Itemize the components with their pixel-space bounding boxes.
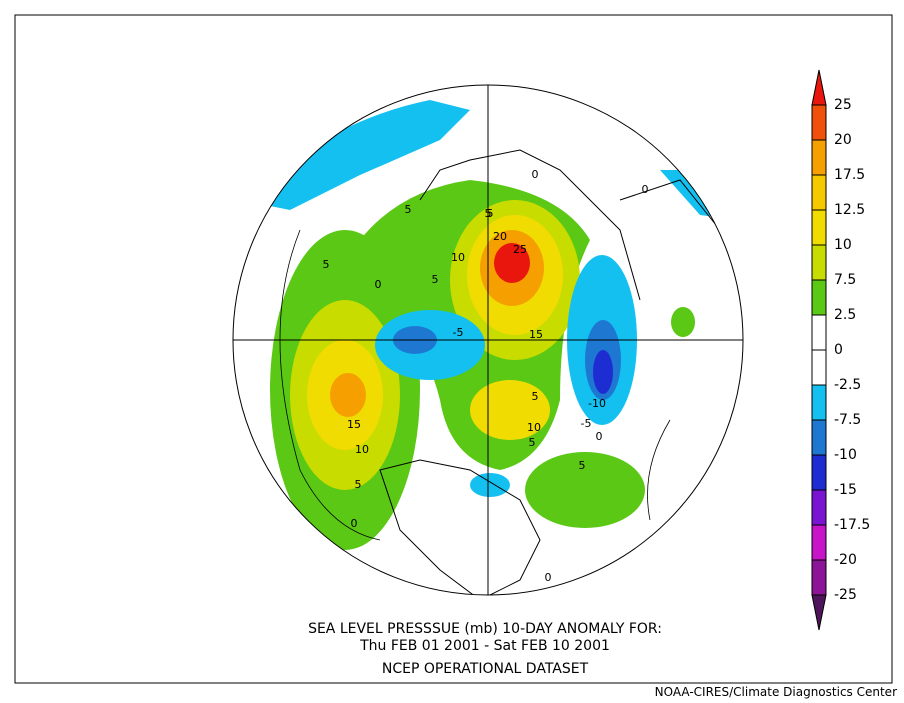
colorbar-label: -7.5 [834, 412, 861, 428]
contour-label: 5 [532, 390, 539, 403]
colorbar-segment [811, 384, 827, 421]
contour-label: 10 [355, 443, 369, 456]
colorbar-segment [811, 454, 827, 491]
contour-label: 10 [451, 251, 465, 264]
negative-area [240, 100, 470, 210]
coastline [419, 149, 721, 301]
colorbar-label: -17.5 [834, 517, 870, 533]
contour-label: 20 [493, 230, 507, 243]
contour-label: 5 [355, 478, 362, 491]
colorbar-label: -15 [834, 482, 857, 498]
caption-line: SEA LEVEL PRESSSUE (mb) 10-DAY ANOMALY F… [308, 621, 662, 637]
colorbar-label: -2.5 [834, 377, 861, 393]
colorbar-segment [811, 244, 827, 281]
contour-label: 5 [579, 459, 586, 472]
contour-label: 5 [487, 207, 494, 220]
colorbar-segment [811, 524, 827, 561]
positive-area [671, 307, 695, 337]
positive-area [470, 380, 550, 440]
colorbar-label: 10 [834, 237, 852, 253]
contour-label: -5 [581, 417, 592, 430]
colorbar-label: 20 [834, 132, 852, 148]
contour-line [279, 229, 671, 541]
colorbar-label: 2.5 [834, 307, 856, 323]
contour-label: 15 [529, 328, 543, 341]
positive-area [525, 452, 645, 528]
contour-label: 5 [529, 436, 536, 449]
contour-label: 10 [527, 421, 541, 434]
colorbar-segment [811, 349, 827, 386]
colorbar-label: -20 [834, 552, 857, 568]
negative-area [593, 350, 613, 394]
colorbar-segment [811, 139, 827, 176]
caption-line: NCEP OPERATIONAL DATASET [382, 661, 589, 677]
credit: NOAA-CIRES/Climate Diagnostics Center [655, 685, 897, 699]
colorbar-label: -10 [834, 447, 857, 463]
anomaly-field [240, 100, 740, 595]
colorbar-segment [811, 559, 827, 596]
colorbar-segment [811, 104, 827, 141]
colorbar-segment [811, 174, 827, 211]
colorbar-label: -25 [834, 587, 857, 603]
colorbar-label: 25 [834, 97, 852, 113]
contour-label: -10 [588, 397, 606, 410]
colorbar-segment [811, 489, 827, 526]
colorbar-label: 17.5 [834, 167, 865, 183]
contour-label: -5 [453, 326, 464, 339]
positive-area [330, 373, 366, 417]
colorbar-segment [811, 279, 827, 316]
caption-line: Thu FEB 01 2001 - Sat FEB 10 2001 [359, 638, 610, 654]
contour-label: 0 [596, 430, 603, 443]
contour-label: 15 [347, 418, 361, 431]
contour-label: 5 [485, 207, 492, 220]
coastline [379, 459, 541, 595]
colorbar-cap [811, 594, 827, 631]
contour-label: 0 [545, 571, 552, 584]
contour-label: 0 [532, 168, 539, 181]
contour-label: 0 [375, 278, 382, 291]
colorbar-label: 0 [834, 342, 843, 358]
contour-label: 5 [432, 273, 439, 286]
colorbar-label: 12.5 [834, 202, 865, 218]
contour-label: 5 [323, 258, 330, 271]
colorbar-segment [811, 209, 827, 246]
colorbar-segment [811, 419, 827, 456]
positive-area [494, 243, 530, 283]
contour-label: 5 [405, 203, 412, 216]
contour-label: 0 [351, 517, 358, 530]
negative-area [470, 473, 510, 497]
colorbar-label: 7.5 [834, 272, 856, 288]
colorbar: 25 20 17.5 12.5 10 7.5 2.5 0 -2.5 -7.5 -10 -15 -17.5… [811, 69, 870, 631]
colorbar-segment [811, 314, 827, 351]
contour-label: 25 [513, 243, 527, 256]
contour-label: 0 [642, 183, 649, 196]
